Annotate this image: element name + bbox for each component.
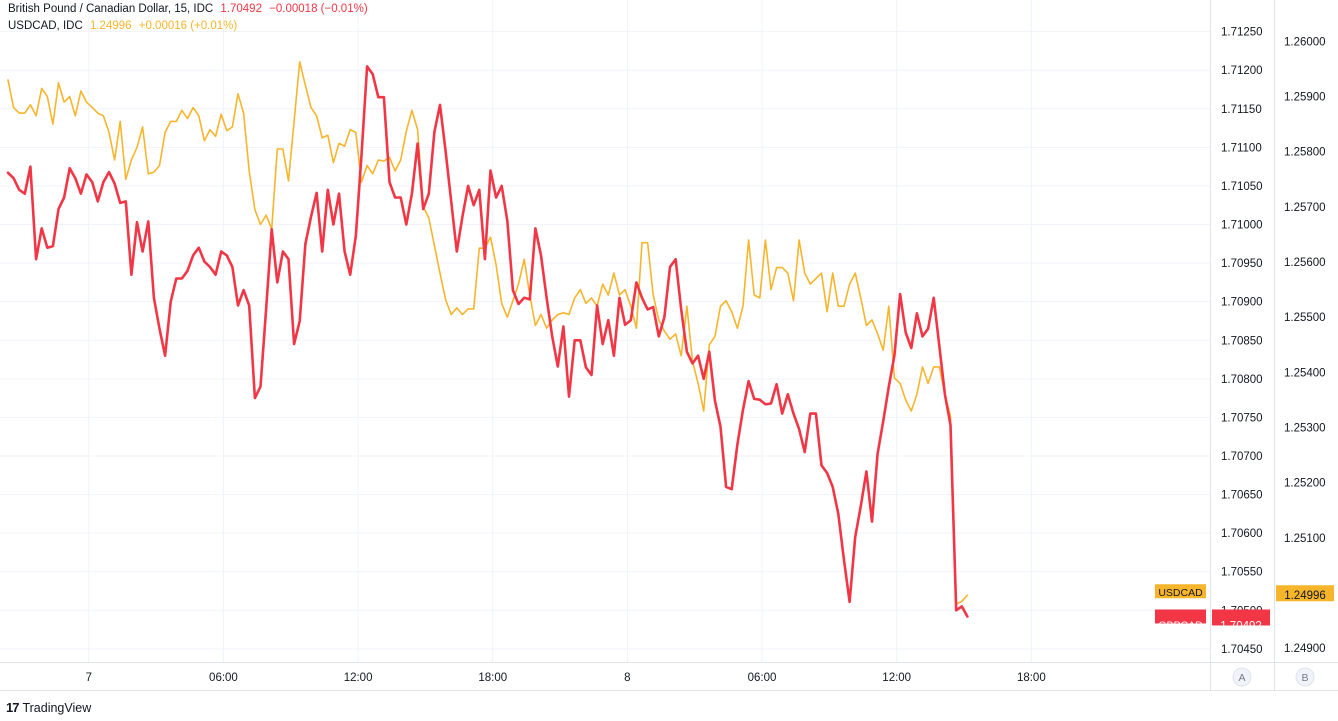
time-axis-tick-label: 7 [86, 672, 92, 684]
gbpcad-value: 1.70492 [1220, 620, 1262, 632]
tradingview-logo[interactable]: 17 TradingView [6, 700, 91, 715]
gbpcad-price-tag: GBPCAD 1.70492 [1155, 609, 1270, 632]
usdcad-value: 1.24996 [1284, 590, 1326, 602]
left-axis-tick-label: 1.70600 [1221, 528, 1263, 540]
left-axis-tick-label: 1.70700 [1221, 451, 1263, 463]
gbpcad-value-bg [1212, 609, 1270, 626]
series-line-gbpcad [6, 65, 969, 618]
left-axis-tick-label: 1.70550 [1221, 567, 1263, 579]
legend-secondary-change: +0.00016 (+0.01%) [138, 20, 238, 32]
time-axis-tick-label: 12:00 [344, 672, 373, 684]
legend-secondary-name: USDCAD, IDC [8, 20, 83, 32]
left-axis-tick-label: 1.71150 [1221, 104, 1262, 116]
left-axis-tick-label: 1.70850 [1221, 335, 1263, 347]
left-axis-tick-label: 1.70900 [1221, 297, 1263, 309]
usdcad-label-bg [1155, 584, 1206, 599]
legend-primary: British Pound / Canadian Dollar, 15, IDC… [8, 3, 372, 15]
left-axis-tick-label: 1.70450 [1221, 644, 1263, 656]
left-axis-tick-label: 1.71000 [1221, 220, 1263, 232]
legend-primary-value: 1.70492 [220, 3, 262, 15]
left-axis-tick-label: 1.71250 [1221, 27, 1263, 39]
axis-a-button[interactable]: A [1232, 667, 1252, 687]
axis-b-button-bg [1295, 667, 1315, 687]
time-axis-tick-label: 06:00 [748, 672, 777, 684]
left-axis-tick-label: 1.71050 [1221, 181, 1263, 193]
left-axis-tick-label: 1.70800 [1221, 374, 1263, 386]
right-axis-tick-label: 1.25500 [1284, 312, 1326, 324]
tradingview-logo-icon: 17 [6, 700, 20, 715]
time-axis-tick-label: 18:00 [1017, 672, 1046, 684]
axis-a-button-label: A [1238, 672, 1245, 684]
series-line-usdcad [7, 61, 969, 605]
time-axis-tick-label: 8 [624, 672, 630, 684]
usdcad-label: USDCAD [1158, 587, 1203, 599]
usdcad-price-tag: USDCAD 1.24996 [1155, 584, 1334, 602]
legend-primary-change: −0.00018 (−0.01%) [269, 3, 368, 15]
tradingview-logo-text: TradingView [22, 700, 92, 715]
left-axis-tick-label: 1.70950 [1221, 258, 1263, 270]
left-axis-tick-label: 1.70750 [1221, 412, 1263, 424]
time-axis-tick-label: 06:00 [209, 672, 238, 684]
axis-a-button-bg [1232, 667, 1252, 687]
right-axis-tick-label: 1.25200 [1284, 478, 1326, 490]
right-axis-tick-label: 1.25300 [1284, 423, 1326, 435]
gbpcad-label-bg [1155, 609, 1206, 624]
right-axis-tick-label: 1.26000 [1284, 36, 1326, 48]
legend-secondary-value: 1.24996 [89, 20, 132, 32]
right-axis-tick-label: 1.25600 [1284, 257, 1326, 269]
usdcad-value-bg [1276, 585, 1334, 602]
legend-primary-name: British Pound / Canadian Dollar, 15, IDC [8, 3, 214, 15]
axis-b-button-label: B [1301, 672, 1308, 684]
right-axis-tick-label: 1.25800 [1284, 147, 1326, 159]
legend-secondary: USDCAD, IDC 1.24996 +0.00016 (+0.01%) [8, 20, 241, 32]
right-axis-tick-label: 1.25700 [1284, 202, 1326, 214]
time-axis-tick-label: 18:00 [478, 672, 507, 684]
right-axis-tick-label: 1.25400 [1284, 367, 1326, 379]
left-axis-tick-label: 1.71100 [1221, 142, 1262, 154]
left-axis-tick-label: 1.70650 [1221, 490, 1263, 502]
gbpcad-label: GBPCAD [1158, 619, 1203, 631]
right-axis-tick-label: 1.25100 [1284, 533, 1326, 545]
right-axis-tick-label: 1.25900 [1284, 92, 1326, 104]
time-axis-tick-label: 12:00 [882, 672, 911, 684]
left-axis-tick-label: 1.71200 [1221, 65, 1263, 77]
axis-b-button[interactable]: B [1295, 667, 1315, 687]
right-axis-tick-label: 1.24900 [1284, 643, 1326, 655]
